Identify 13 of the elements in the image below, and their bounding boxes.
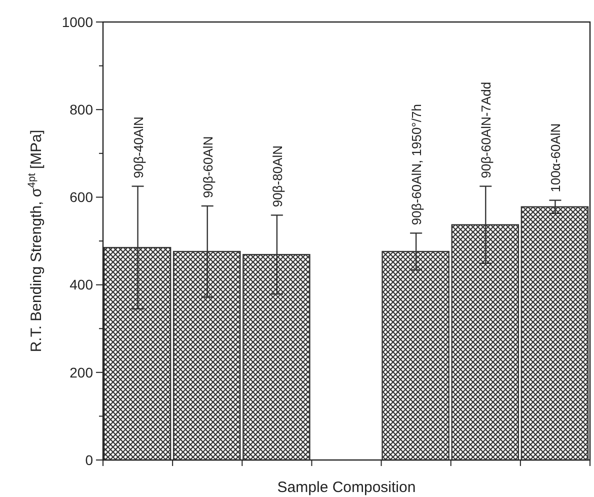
x-tick-label: 90β-60AlN, 1950°/7h: [409, 104, 424, 226]
y-tick-label: 400: [70, 276, 94, 293]
x-tick-label: 90β-60AlN-7Add: [478, 82, 494, 178]
y-tick-label: 0: [85, 452, 94, 468]
y-tick-label: 200: [70, 364, 94, 380]
y-tick-label: 800: [70, 102, 94, 118]
x-tick-label: 100α-60AlN: [548, 123, 564, 192]
y-tick-label: 1000: [62, 14, 94, 30]
x-tick-label: 90β-80AlN: [270, 145, 285, 208]
x-axis-title: Sample Composition: [277, 479, 416, 496]
x-tick-label: 90β-40AlN: [130, 116, 146, 178]
y-tick-label: 600: [70, 189, 94, 206]
x-tick-label: 90β-60AlN: [200, 136, 216, 198]
